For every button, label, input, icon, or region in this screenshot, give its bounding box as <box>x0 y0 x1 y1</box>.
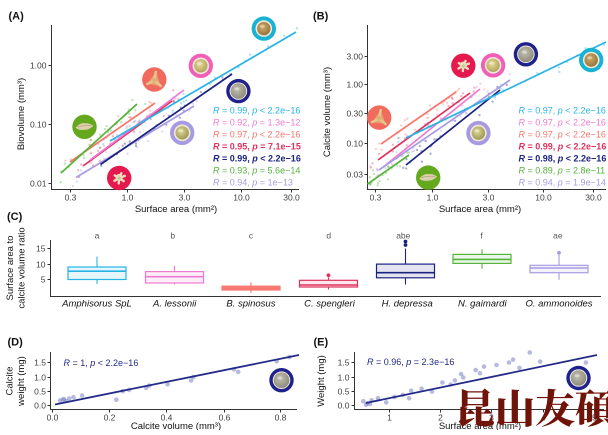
svg-text:R = 0.89, p = 2.8e−11: R = 0.89, p = 2.8e−11 <box>519 166 606 176</box>
svg-text:abe: abe <box>396 231 410 241</box>
svg-text:1.5: 1.5 <box>338 358 350 368</box>
svg-text:Surface area (mm²): Surface area (mm²) <box>439 421 521 430</box>
svg-text:d: d <box>326 231 331 241</box>
svg-text:0.4: 0.4 <box>161 413 173 423</box>
svg-text:0.01: 0.01 <box>30 179 47 189</box>
svg-text:5: 5 <box>41 275 46 285</box>
svg-text:f: f <box>480 231 483 241</box>
svg-text:b: b <box>170 231 175 241</box>
svg-text:R = 0.98, p < 2.2e−16: R = 0.98, p < 2.2e−16 <box>519 154 607 164</box>
svg-text:1.00: 1.00 <box>346 80 363 90</box>
svg-text:R = 0.97, p < 2.2e−16: R = 0.97, p < 2.2e−16 <box>213 130 300 140</box>
svg-text:0.30: 0.30 <box>346 109 363 119</box>
svg-text:0.0: 0.0 <box>34 401 46 411</box>
svg-text:1: 1 <box>387 413 392 423</box>
svg-text:R = 0.97, p < 2.2e−16: R = 0.97, p < 2.2e−16 <box>519 105 606 115</box>
svg-text:0.5: 0.5 <box>34 387 46 397</box>
svg-text:Weight (mg): Weight (mg) <box>316 355 327 407</box>
svg-text:R = 0.97, p < 2.2e−16: R = 0.97, p < 2.2e−16 <box>519 117 606 127</box>
svg-text:10.0: 10.0 <box>535 193 552 203</box>
svg-text:1.5: 1.5 <box>34 358 46 368</box>
svg-text:10.0: 10.0 <box>233 193 250 203</box>
svg-text:(E): (E) <box>314 337 329 349</box>
svg-text:R = 0.92, p = 1.3e−12: R = 0.92, p = 1.3e−12 <box>213 117 300 127</box>
svg-text:0.0: 0.0 <box>338 401 350 411</box>
svg-text:C. spengleri: C. spengleri <box>304 299 356 310</box>
svg-text:0.3: 0.3 <box>65 193 77 203</box>
svg-text:R = 0.99, p < 2.2e−16: R = 0.99, p < 2.2e−16 <box>213 105 300 115</box>
svg-text:R = 0.94, p = 1.9e−14: R = 0.94, p = 1.9e−14 <box>519 178 606 188</box>
svg-text:O. ammonoides: O. ammonoides <box>525 299 592 310</box>
svg-text:R = 0.99, p < 2.2e−16: R = 0.99, p < 2.2e−16 <box>213 154 301 164</box>
svg-text:0.8: 0.8 <box>275 413 287 423</box>
svg-text:B. spinosus: B. spinosus <box>226 299 275 310</box>
svg-text:0.10: 0.10 <box>30 120 47 130</box>
svg-text:0.5: 0.5 <box>338 387 350 397</box>
svg-text:Calcite volume (mm³): Calcite volume (mm³) <box>131 421 221 430</box>
svg-text:1.00: 1.00 <box>30 61 47 71</box>
svg-text:Amphisorus SpL: Amphisorus SpL <box>61 299 132 310</box>
svg-text:Surface area (mm²): Surface area (mm²) <box>439 204 521 215</box>
svg-text:Biovolume (mm³): Biovolume (mm³) <box>16 78 27 150</box>
svg-text:Calcite volume (mm³): Calcite volume (mm³) <box>322 67 333 157</box>
svg-text:R = 0.93, p = 5.6e−14: R = 0.93, p = 5.6e−14 <box>213 166 300 176</box>
svg-text:Surface area to: Surface area to <box>5 236 16 301</box>
svg-text:2: 2 <box>438 413 443 423</box>
svg-text:ae: ae <box>553 231 563 241</box>
svg-text:3.0: 3.0 <box>483 193 495 203</box>
svg-text:30.0: 30.0 <box>283 193 300 203</box>
svg-text:(D): (D) <box>8 337 24 349</box>
svg-text:1.0: 1.0 <box>427 193 439 203</box>
svg-text:H. depressa: H. depressa <box>382 299 433 310</box>
svg-text:1.0: 1.0 <box>34 373 46 383</box>
svg-text:10: 10 <box>36 260 46 270</box>
svg-text:R = 0.94, p = 1e−13: R = 0.94, p = 1e−13 <box>213 178 293 188</box>
svg-text:3.00: 3.00 <box>346 52 363 62</box>
svg-text:N. gaimardi: N. gaimardi <box>458 299 507 310</box>
svg-text:Calcite: Calcite <box>5 366 16 395</box>
svg-text:(C): (C) <box>7 211 23 223</box>
svg-text:0.2: 0.2 <box>104 413 116 423</box>
svg-text:30.0: 30.0 <box>585 193 602 203</box>
svg-text:R = 1, p < 2.2e−16: R = 1, p < 2.2e−16 <box>64 358 139 368</box>
svg-text:0.3: 0.3 <box>370 193 382 203</box>
svg-text:(B): (B) <box>313 11 329 23</box>
svg-text:3.0: 3.0 <box>179 193 191 203</box>
svg-text:0.03: 0.03 <box>346 170 363 180</box>
svg-text:1.0: 1.0 <box>122 193 134 203</box>
svg-text:R = 0.96, p = 2.3e−16: R = 0.96, p = 2.3e−16 <box>367 357 454 367</box>
svg-text:A. lessonii: A. lessonii <box>152 299 197 310</box>
svg-text:R = 0.97, p < 2.2e−16: R = 0.97, p < 2.2e−16 <box>519 130 606 140</box>
svg-text:0.6: 0.6 <box>219 413 231 423</box>
svg-text:(A): (A) <box>9 11 25 23</box>
svg-text:Surface area (mm²): Surface area (mm²) <box>135 204 217 215</box>
svg-text:R = 0.95, p = 7.1e−15: R = 0.95, p = 7.1e−15 <box>213 142 301 152</box>
svg-text:weight (mg): weight (mg) <box>16 356 27 407</box>
svg-text:a: a <box>95 231 100 241</box>
svg-text:c: c <box>249 231 254 241</box>
svg-text:calcite volume ratio: calcite volume ratio <box>17 227 28 308</box>
svg-text:R = 0.99, p < 2.2e−16: R = 0.99, p < 2.2e−16 <box>519 142 607 152</box>
svg-text:1.0: 1.0 <box>338 373 350 383</box>
svg-text:15: 15 <box>36 244 46 254</box>
svg-text:0.10: 0.10 <box>346 139 363 149</box>
svg-text:0.0: 0.0 <box>47 413 59 423</box>
